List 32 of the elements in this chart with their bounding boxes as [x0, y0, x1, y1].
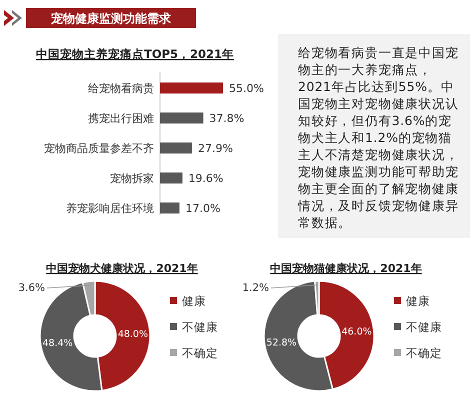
data-label: 48.0% [118, 329, 148, 340]
y-tick-label: 宠物商品质量参差不齐 [44, 142, 154, 155]
bar [160, 172, 182, 184]
data-label: 1.2% [242, 282, 270, 294]
y-tick-label: 宠物拆家 [110, 172, 154, 185]
data-label: 3.6% [18, 282, 46, 294]
y-tick-label: 携宠出行困难 [88, 112, 154, 125]
text: 给宠物看病贵一直是中国宠物主的一大养宠痛点，2021年占比达到55%。中国宠物主对宠物健康状况认知较好，但仍有3.6%的宠物犬主人和1.2%的宠物猫主人不清楚宠物健康状况，宠物健康监测功能可帮助宠物主更全面的了解宠物健康情况，及时反馈宠物健康异常数据。 [298, 45, 459, 230]
data-label: 48.4% [42, 338, 73, 350]
data-label: 52.8% [266, 338, 297, 349]
legend-label: 健康 [182, 294, 206, 308]
chart-title: 中国宠物猫健康状况，2021年 [270, 262, 422, 275]
bar [160, 82, 223, 94]
legend-label: 健康 [406, 294, 430, 308]
legend-label: 不确定 [182, 346, 218, 360]
data-label: 37.8% [209, 112, 244, 125]
y-tick-label: 养宠影响居住环境 [66, 202, 154, 215]
data-label: 27.9% [198, 142, 233, 155]
chart-subtitle: 中国宠物主养宠痛点TOP5，2021年 [36, 47, 234, 61]
bar [160, 112, 204, 124]
chart-title: 宠物健康监测功能需求 [50, 12, 172, 26]
legend-label: 不健康 [182, 320, 218, 334]
data-label: 46.0% [342, 326, 372, 338]
bar [160, 142, 192, 154]
legend-label: 不健康 [406, 320, 442, 334]
data-label: 55.0% [229, 82, 264, 95]
bar [160, 202, 180, 214]
chart-title: 中国宠物犬健康状况，2021年 [46, 262, 198, 275]
data-label: 19.6% [188, 172, 224, 185]
legend-label: 不确定 [406, 346, 442, 360]
y-tick-label: 给宠物看病贵 [88, 82, 154, 95]
data-label: 17.0% [185, 202, 220, 215]
